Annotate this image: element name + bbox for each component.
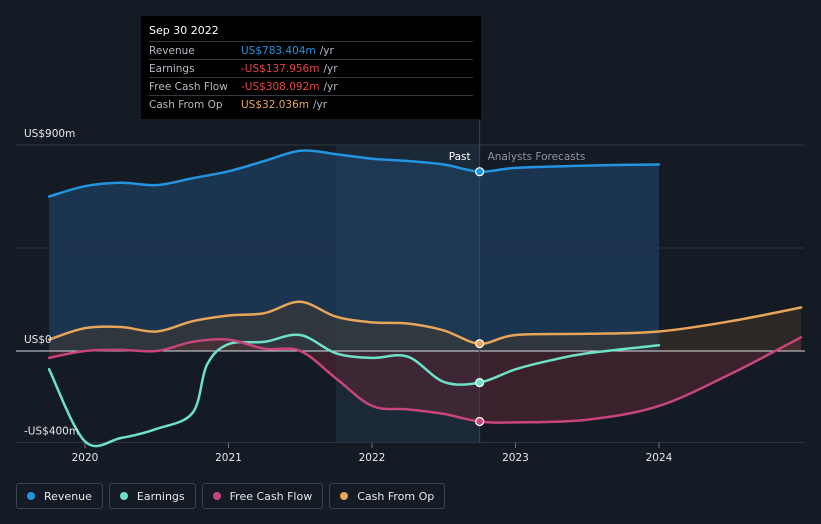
legend-label: Free Cash Flow <box>229 489 313 503</box>
point-marker <box>475 339 485 349</box>
x-axis-label: 2020 <box>72 452 99 464</box>
tooltip-row-earnings: Earnings -US$137.956m /yr <box>149 59 473 77</box>
tooltip-value: US$783.404m <box>241 44 316 57</box>
forecast-label: Analysts Forecasts <box>488 151 586 163</box>
series-line-free-cash-flow <box>47 336 803 424</box>
legend-item-free-cash-flow[interactable]: Free Cash Flow <box>201 483 324 509</box>
tooltip-value: -US$308.092m <box>241 80 320 93</box>
tooltip-label: Cash From Op <box>149 98 223 111</box>
point-marker <box>475 416 485 427</box>
tooltip-unit: /yr <box>313 98 328 111</box>
tooltip-label: Earnings <box>149 62 195 75</box>
point-marker <box>475 167 485 177</box>
series-line-cash-from-op <box>47 300 803 345</box>
tooltip-value: US$32.036m <box>241 98 309 111</box>
legend-dot-icon <box>27 492 35 500</box>
area-fill-revenue <box>49 150 660 351</box>
y-axis-label: US$0 <box>24 334 52 346</box>
x-axis-label: 2023 <box>502 452 529 464</box>
legend-item-revenue[interactable]: Revenue <box>16 483 103 509</box>
tooltip-unit: /yr <box>323 80 338 93</box>
past-label: Past <box>449 151 471 163</box>
legend-item-earnings[interactable]: Earnings <box>108 483 196 509</box>
point-marker <box>475 377 485 388</box>
tooltip: Sep 30 2022 Revenue US$783.404m /yr Earn… <box>141 16 481 119</box>
tooltip-row-free-cash-flow: Free Cash Flow -US$308.092m /yr <box>149 77 473 95</box>
tooltip-row-revenue: Revenue US$783.404m /yr <box>149 41 473 59</box>
legend-label: Cash From Op <box>357 489 435 503</box>
x-axis-label: 2024 <box>646 452 673 464</box>
area-fill-free-cash-flow <box>49 337 802 423</box>
legend-dot-icon <box>212 492 221 500</box>
legend-label: Revenue <box>44 489 92 503</box>
legend-item-cash-from-op[interactable]: Cash From Op <box>329 483 446 509</box>
series-line-revenue <box>47 149 661 198</box>
x-axis-label: 2022 <box>359 452 386 464</box>
tooltip-label: Revenue <box>149 44 195 57</box>
tooltip-unit: /yr <box>319 44 334 57</box>
tooltip-date: Sep 30 2022 <box>149 24 219 37</box>
tooltip-row-cash-from-op: Cash From Op US$32.036m /yr <box>149 95 473 113</box>
legend-dot-icon <box>340 492 349 500</box>
legend-label: Earnings <box>136 489 185 503</box>
y-axis-label: -US$400m <box>24 426 79 438</box>
series-line-earnings <box>47 333 661 448</box>
tooltip-unit: /yr <box>323 62 338 75</box>
tooltip-value: -US$137.956m <box>241 62 320 75</box>
tooltip-label: Free Cash Flow <box>149 80 228 93</box>
x-axis-label: 2021 <box>215 452 242 464</box>
legend: Revenue Earnings Free Cash Flow Cash Fro… <box>16 483 446 509</box>
y-axis-label: US$900m <box>24 128 75 140</box>
legend-dot-icon <box>119 492 128 500</box>
